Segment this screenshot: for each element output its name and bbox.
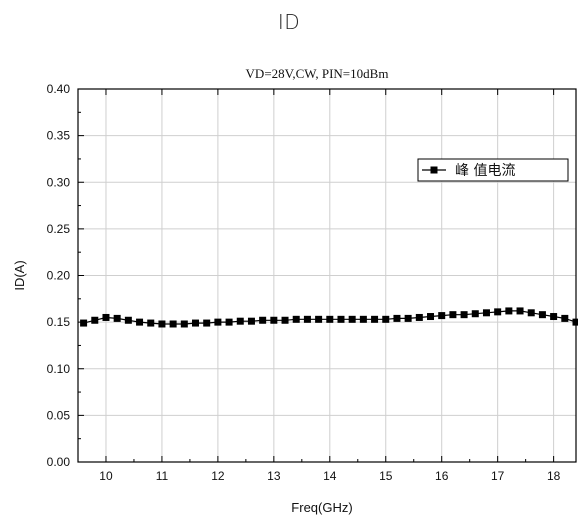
- y-tick-label: 0.40: [47, 82, 71, 96]
- data-point-marker: [415, 313, 423, 321]
- y-tick-label: 0.05: [47, 408, 71, 422]
- legend-box: [417, 158, 569, 182]
- data-point-marker: [236, 317, 244, 325]
- data-point-marker: [214, 318, 222, 326]
- data-point-marker: [113, 314, 121, 322]
- data-point-marker: [192, 319, 200, 327]
- legend-series-name: 峰 值电流: [455, 163, 515, 179]
- data-point-marker: [482, 309, 490, 317]
- data-point-marker: [315, 315, 323, 323]
- x-tick-label: 10: [99, 469, 113, 483]
- data-point-marker: [404, 314, 412, 322]
- data-point-marker: [550, 313, 558, 321]
- data-point-marker: [359, 315, 367, 323]
- y-axis-label: ID(A): [12, 260, 27, 290]
- data-point-marker: [449, 311, 457, 319]
- legend: 峰 值电流: [417, 158, 569, 182]
- y-tick-label: 0.35: [47, 129, 71, 143]
- x-tick-label: 15: [379, 469, 393, 483]
- x-tick-label: 17: [491, 469, 505, 483]
- x-tick-label: 13: [267, 469, 281, 483]
- series-markers: [80, 307, 578, 328]
- x-axis-label: Freq(GHz): [291, 500, 352, 515]
- data-point-marker: [91, 316, 99, 324]
- data-point-marker: [427, 313, 435, 321]
- x-tick-labels: 10 11 12 13 14 15 16 17 18: [99, 469, 560, 483]
- figure-title: ID: [277, 10, 301, 34]
- data-point-marker: [303, 315, 311, 323]
- y-tick-labels: 0.00 0.05 0.10 0.15 0.20 0.25 0.30 0.35 0.40: [47, 82, 71, 469]
- data-point-marker: [158, 320, 166, 328]
- data-point-marker: [292, 315, 300, 323]
- legend-marker-sample: [430, 166, 438, 174]
- y-tick-label: 0.20: [47, 269, 71, 283]
- data-point-marker: [471, 310, 479, 318]
- data-point-marker: [247, 317, 255, 325]
- data-point-marker: [460, 311, 468, 319]
- data-point-marker: [382, 315, 390, 323]
- data-point-marker: [180, 320, 188, 328]
- y-tick-label: 0.00: [47, 455, 71, 469]
- data-point-marker: [102, 313, 110, 321]
- data-point-marker: [225, 318, 233, 326]
- data-point-marker: [124, 316, 132, 324]
- data-point-marker: [494, 308, 502, 316]
- data-point-marker: [270, 316, 278, 324]
- data-point-marker: [438, 312, 446, 320]
- data-point-marker: [326, 315, 334, 323]
- data-point-marker: [371, 315, 379, 323]
- data-point-marker: [538, 311, 546, 319]
- y-tick-label: 0.30: [47, 175, 71, 189]
- x-tick-label: 18: [547, 469, 561, 483]
- data-point-marker: [516, 307, 524, 315]
- data-point-marker: [348, 315, 356, 323]
- data-point-marker: [169, 320, 177, 328]
- data-point-marker: [80, 319, 88, 327]
- data-point-marker: [505, 307, 513, 315]
- x-tick-label: 14: [323, 469, 337, 483]
- y-tick-label: 0.15: [47, 315, 71, 329]
- data-point-marker: [337, 315, 345, 323]
- data-point-marker: [136, 318, 144, 326]
- data-point-marker: [203, 319, 211, 327]
- plot-title: VD=28V,CW, PIN=10dBm: [246, 66, 389, 81]
- x-tick-label: 12: [211, 469, 225, 483]
- y-tick-label: 0.10: [47, 362, 71, 376]
- x-tick-label: 16: [435, 469, 449, 483]
- data-point-marker: [561, 314, 569, 322]
- data-point-marker: [259, 316, 267, 324]
- data-point-marker: [572, 318, 578, 326]
- axis-ticks: [78, 88, 555, 463]
- data-point-marker: [147, 319, 155, 327]
- grid-lines: [78, 89, 576, 462]
- x-tick-label: 11: [156, 469, 169, 483]
- y-tick-label: 0.25: [47, 222, 71, 236]
- data-point-marker: [393, 314, 401, 322]
- data-point-marker: [527, 309, 535, 317]
- data-point-marker: [281, 316, 289, 324]
